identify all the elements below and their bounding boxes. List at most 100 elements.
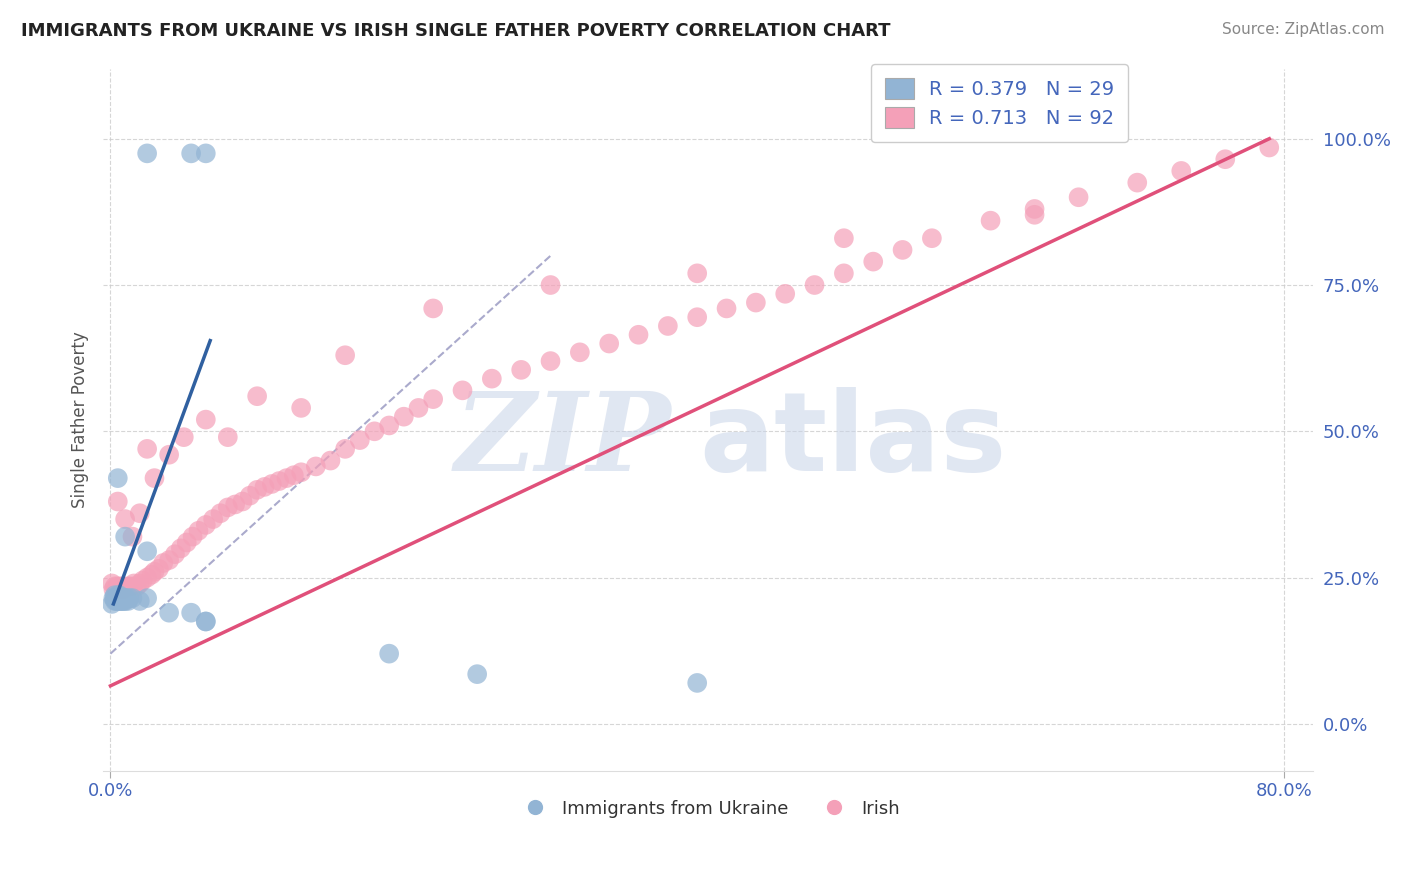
Point	[627, 327, 650, 342]
Point	[112, 591, 135, 605]
Point	[148, 562, 170, 576]
Point	[114, 530, 136, 544]
Point	[107, 591, 129, 605]
Point	[686, 310, 709, 325]
Point	[110, 594, 132, 608]
Point	[107, 494, 129, 508]
Y-axis label: Single Father Poverty: Single Father Poverty	[72, 331, 89, 508]
Point	[128, 576, 150, 591]
Point	[408, 401, 430, 415]
Text: atlas: atlas	[700, 387, 1007, 494]
Point	[1258, 140, 1281, 154]
Point	[176, 535, 198, 549]
Point	[686, 676, 709, 690]
Point	[141, 567, 163, 582]
Point	[1126, 176, 1149, 190]
Point	[157, 606, 180, 620]
Point	[115, 591, 138, 605]
Point	[1024, 208, 1046, 222]
Point	[209, 506, 232, 520]
Point	[104, 579, 127, 593]
Point	[117, 594, 139, 608]
Point	[246, 483, 269, 497]
Point	[111, 582, 134, 597]
Point	[333, 442, 356, 456]
Point	[465, 667, 488, 681]
Point	[333, 348, 356, 362]
Point	[108, 582, 131, 597]
Point	[105, 594, 128, 608]
Point	[422, 392, 444, 406]
Point	[378, 418, 401, 433]
Point	[103, 582, 125, 597]
Point	[114, 594, 136, 608]
Point	[305, 459, 328, 474]
Point	[187, 524, 209, 538]
Point	[114, 512, 136, 526]
Point	[121, 530, 143, 544]
Point	[104, 594, 127, 608]
Point	[114, 582, 136, 597]
Point	[110, 591, 132, 605]
Point	[832, 231, 855, 245]
Text: Source: ZipAtlas.com: Source: ZipAtlas.com	[1222, 22, 1385, 37]
Point	[194, 412, 217, 426]
Point	[136, 146, 159, 161]
Point	[194, 517, 217, 532]
Point	[111, 591, 134, 605]
Point	[290, 401, 312, 415]
Point	[422, 301, 444, 316]
Point	[568, 345, 591, 359]
Text: IMMIGRANTS FROM UKRAINE VS IRISH SINGLE FATHER POVERTY CORRELATION CHART: IMMIGRANTS FROM UKRAINE VS IRISH SINGLE …	[21, 22, 890, 40]
Point	[392, 409, 415, 424]
Point	[253, 480, 276, 494]
Point	[128, 594, 150, 608]
Point	[540, 354, 562, 368]
Point	[110, 579, 132, 593]
Point	[107, 588, 129, 602]
Point	[132, 574, 155, 588]
Point	[120, 579, 142, 593]
Point	[803, 278, 825, 293]
Point	[128, 506, 150, 520]
Point	[194, 615, 217, 629]
Point	[1024, 202, 1046, 216]
Point	[107, 579, 129, 593]
Point	[246, 389, 269, 403]
Point	[104, 588, 127, 602]
Point	[598, 336, 620, 351]
Point	[108, 591, 131, 605]
Point	[157, 553, 180, 567]
Point	[180, 606, 202, 620]
Point	[104, 591, 127, 605]
Point	[363, 425, 385, 439]
Point	[108, 594, 131, 608]
Point	[217, 430, 239, 444]
Point	[481, 371, 503, 385]
Point	[832, 266, 855, 280]
Point	[105, 582, 128, 597]
Point	[921, 231, 943, 245]
Point	[143, 565, 166, 579]
Point	[260, 477, 283, 491]
Point	[283, 468, 305, 483]
Point	[136, 591, 159, 605]
Point	[1213, 152, 1236, 166]
Point	[105, 591, 128, 605]
Point	[510, 363, 533, 377]
Point	[891, 243, 914, 257]
Point	[136, 544, 159, 558]
Point	[1170, 164, 1192, 178]
Point	[1067, 190, 1090, 204]
Point	[202, 512, 225, 526]
Text: ZIP: ZIP	[454, 387, 671, 494]
Point	[108, 588, 131, 602]
Point	[107, 594, 129, 608]
Point	[194, 615, 217, 629]
Point	[170, 541, 193, 556]
Point	[181, 530, 204, 544]
Point	[118, 591, 141, 605]
Point	[773, 286, 796, 301]
Point	[101, 576, 124, 591]
Point	[194, 146, 217, 161]
